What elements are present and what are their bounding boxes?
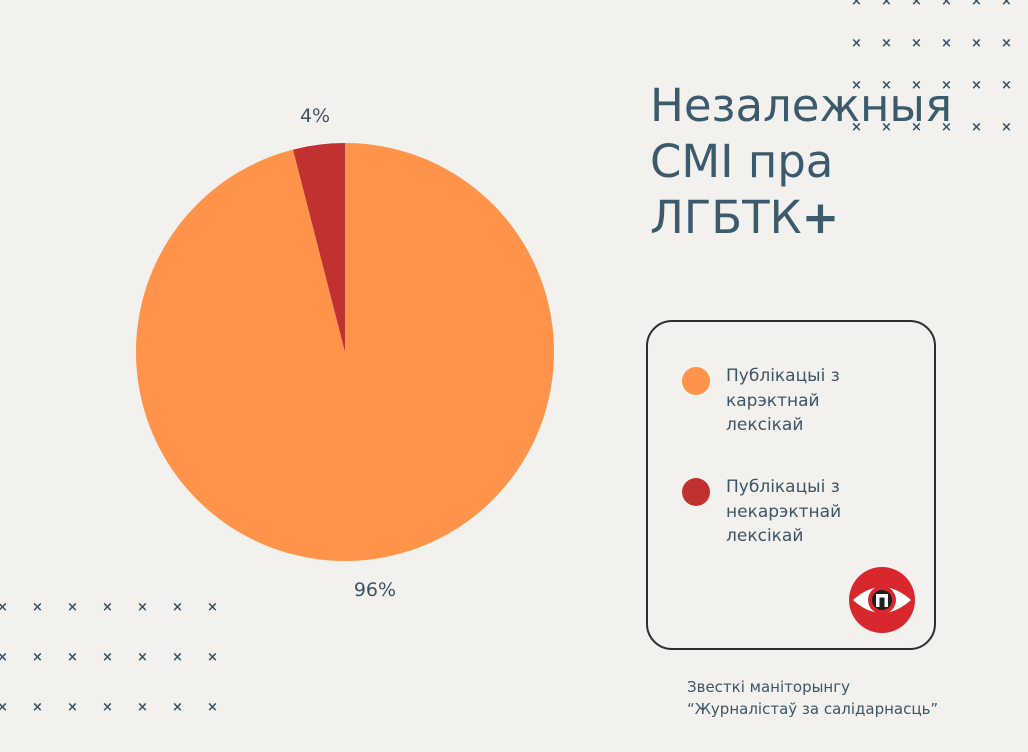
decor-x-icon: × — [0, 600, 8, 615]
title-text: Незалежныя СМІ пра ЛГБТК — [650, 79, 953, 244]
legend-label-correct: Публікацыі з карэктнай лексікай — [726, 366, 840, 435]
decor-x-icon: × — [881, 0, 892, 9]
decor-x-icon: × — [137, 650, 148, 665]
decor-x-icon: × — [1001, 0, 1012, 9]
pie-slice-incorrect — [293, 143, 345, 352]
decor-x-icon: × — [941, 0, 952, 9]
decor-x-icon: × — [911, 78, 922, 93]
logo-icon — [849, 567, 915, 633]
decor-x-icon: × — [881, 36, 892, 51]
legend-swatch-correct — [682, 367, 710, 395]
legend-item-incorrect: Публікацыі з некарэктнай лексікай — [682, 475, 876, 549]
decor-x-icon: × — [851, 120, 862, 135]
decor-x-icon: × — [941, 36, 952, 51]
decor-x-icon: × — [172, 650, 183, 665]
legend: Публікацыі з карэктнай лексікай Публікац… — [646, 320, 936, 650]
source-note: Звесткі маніторынгу “Журналістаў за салі… — [687, 676, 938, 720]
pie-label-incorrect: 4% — [300, 105, 330, 127]
decor-x-icon: × — [67, 600, 78, 615]
decor-x-icon: × — [32, 600, 43, 615]
decor-x-icon: × — [911, 120, 922, 135]
title-plus: + — [801, 191, 840, 244]
decor-x-icon: × — [941, 78, 952, 93]
decor-x-icon: × — [1001, 36, 1012, 51]
decor-x-icon: × — [851, 36, 862, 51]
decor-x-icon: × — [172, 700, 183, 715]
decor-x-icon: × — [32, 700, 43, 715]
legend-label-incorrect: Публікацыі з некарэктнай лексікай — [726, 477, 842, 546]
decor-x-icon: × — [137, 600, 148, 615]
decor-x-icon: × — [207, 600, 218, 615]
decor-x-icon: × — [1001, 120, 1012, 135]
decor-x-icon: × — [971, 120, 982, 135]
decor-x-icon: × — [911, 36, 922, 51]
decor-x-icon: × — [911, 0, 922, 9]
page-title: Незалежныя СМІ пра ЛГБТК+ — [650, 78, 953, 246]
decor-x-icon: × — [32, 650, 43, 665]
legend-item-correct: Публікацыі з карэктнай лексікай — [682, 364, 876, 438]
decor-x-icon: × — [137, 700, 148, 715]
pie-label-correct: 96% — [354, 579, 396, 601]
decor-x-icon: × — [851, 78, 862, 93]
decor-x-icon: × — [102, 650, 113, 665]
decor-x-icon: × — [0, 700, 8, 715]
decor-x-icon: × — [67, 650, 78, 665]
decor-x-icon: × — [971, 0, 982, 9]
legend-swatch-incorrect — [682, 478, 710, 506]
decor-x-icon: × — [207, 700, 218, 715]
decor-x-icon: × — [881, 120, 892, 135]
decor-x-icon: × — [851, 0, 862, 9]
decor-x-icon: × — [67, 700, 78, 715]
decor-x-icon: × — [207, 650, 218, 665]
decor-x-icon: × — [102, 600, 113, 615]
decor-x-icon: × — [1001, 78, 1012, 93]
decor-x-icon: × — [172, 600, 183, 615]
source-line-2: “Журналістаў за салідарнасць” — [687, 700, 939, 718]
source-line-1: Звесткі маніторынгу — [687, 678, 850, 696]
decor-x-icon: × — [102, 700, 113, 715]
decor-x-icon: × — [971, 78, 982, 93]
decor-x-icon: × — [0, 650, 8, 665]
decor-x-icon: × — [881, 78, 892, 93]
decor-x-icon: × — [971, 36, 982, 51]
decor-x-icon: × — [941, 120, 952, 135]
